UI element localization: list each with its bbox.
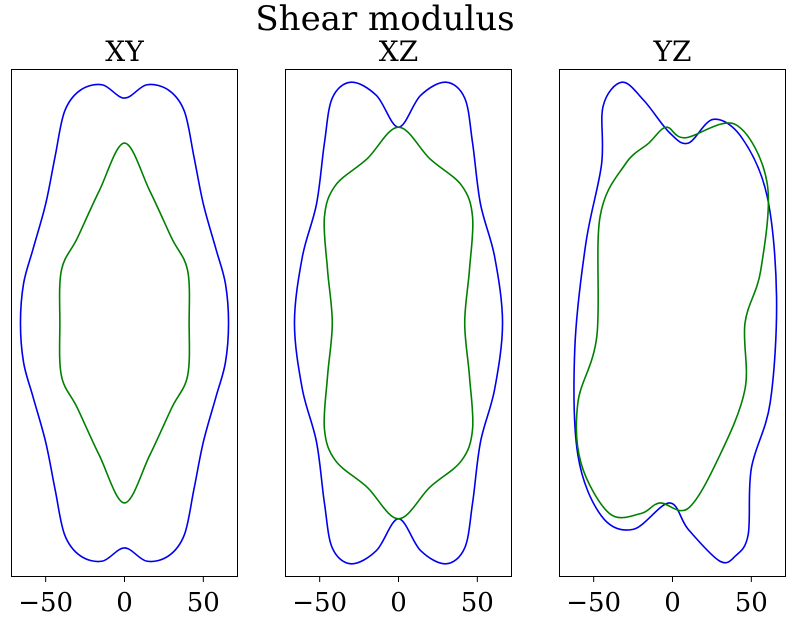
xtick-label-xy-1: 0: [116, 588, 133, 618]
xtick-label-xy-0: −50: [18, 588, 73, 618]
series-min-xz: [323, 126, 474, 520]
xtick-label-yz-1: 0: [664, 588, 681, 618]
xtick-label-xz-2: 50: [461, 588, 494, 618]
axes-frame-xy: [11, 69, 238, 577]
xtick-label-xz-0: −50: [292, 588, 347, 618]
axes-frame-xz: [285, 69, 512, 577]
series-min-yz: [575, 122, 770, 519]
xtick-label-xz-1: 0: [390, 588, 407, 618]
panel-xz: XZ −50 0 50: [285, 35, 512, 618]
panel-title-yz: YZ: [653, 35, 692, 68]
panel-xy: XY −50 0 50: [11, 35, 238, 618]
axes-frame-yz: [559, 69, 786, 577]
panel-title-xy: XY: [105, 35, 144, 68]
panel-yz: YZ −50 0 50: [559, 35, 786, 618]
figure-title: Shear modulus: [255, 0, 514, 39]
series-max-xz: [293, 81, 504, 565]
xtick-label-xy-2: 50: [187, 588, 220, 618]
series-min-xy: [58, 142, 191, 504]
series-max-xy: [19, 83, 230, 563]
xtick-label-yz-2: 50: [735, 588, 768, 618]
xtick-label-yz-0: −50: [566, 588, 621, 618]
series-max-yz: [573, 81, 778, 564]
panel-title-xz: XZ: [379, 35, 418, 68]
